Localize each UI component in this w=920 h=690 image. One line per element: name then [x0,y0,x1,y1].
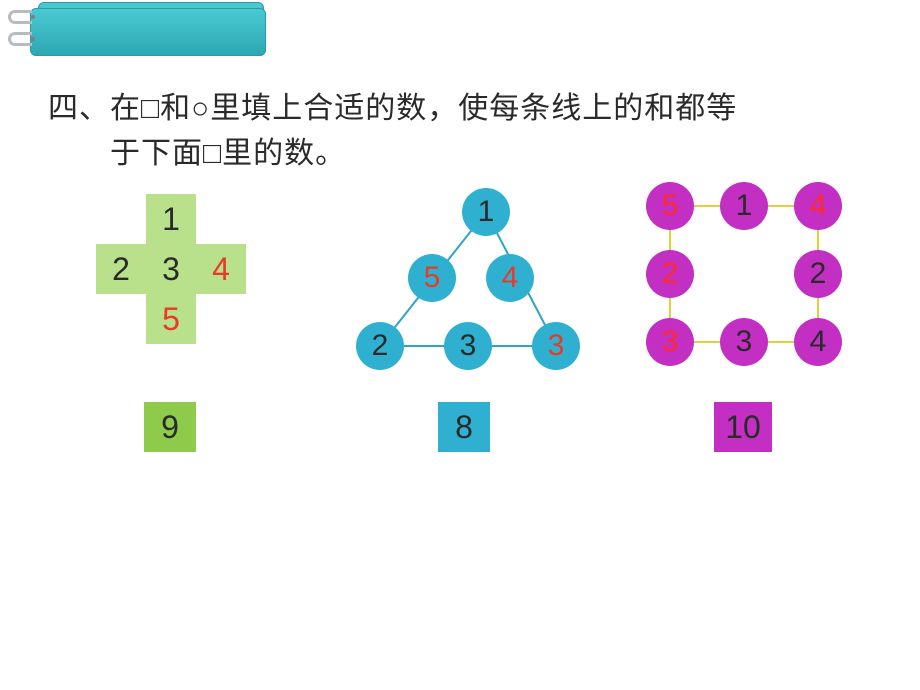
cross-cell-top: 1 [146,194,196,244]
binder-tab-front [30,8,266,56]
triangle-node-mid-right-answer: 4 [486,254,534,302]
triangle-target-box: 8 [438,402,490,452]
spiral-binder-tab [0,0,270,60]
binder-ring-icon [8,32,32,46]
square-node-tr-answer: 4 [794,182,842,230]
cross-cell-bottom-answer: 5 [146,294,196,344]
square-node-br: 4 [794,318,842,366]
square-node-tm: 1 [720,182,768,230]
square-target-box: 10 [714,402,772,452]
cross-cell-left: 2 [96,244,146,294]
question-line-2: 于下面□里的数。 [48,131,868,176]
triangle-node-top: 1 [462,188,510,236]
triangle-node-bottom-left: 2 [356,322,404,370]
question-line-1: 四、在□和○里填上合适的数，使每条线上的和都等 [48,86,868,131]
puzzle-triangle: 1 5 4 2 3 3 [346,186,580,376]
cross-target-box: 9 [144,402,196,452]
puzzle-square: 5 1 4 2 2 3 3 4 [644,180,844,370]
square-node-bm: 3 [720,318,768,366]
square-node-bl-answer: 3 [646,318,694,366]
triangle-node-bottom-mid: 3 [444,322,492,370]
square-node-tl-answer: 5 [646,182,694,230]
question-text: 四、在□和○里填上合适的数，使每条线上的和都等 于下面□里的数。 [48,86,868,176]
square-node-mr: 2 [794,250,842,298]
binder-ring-icon [8,10,32,24]
cross-cell-right-answer: 4 [196,244,246,294]
triangle-node-mid-left-answer: 5 [408,254,456,302]
square-node-ml-answer: 2 [646,250,694,298]
cross-cell-middle: 3 [146,244,196,294]
triangle-node-bottom-right-answer: 3 [532,322,580,370]
